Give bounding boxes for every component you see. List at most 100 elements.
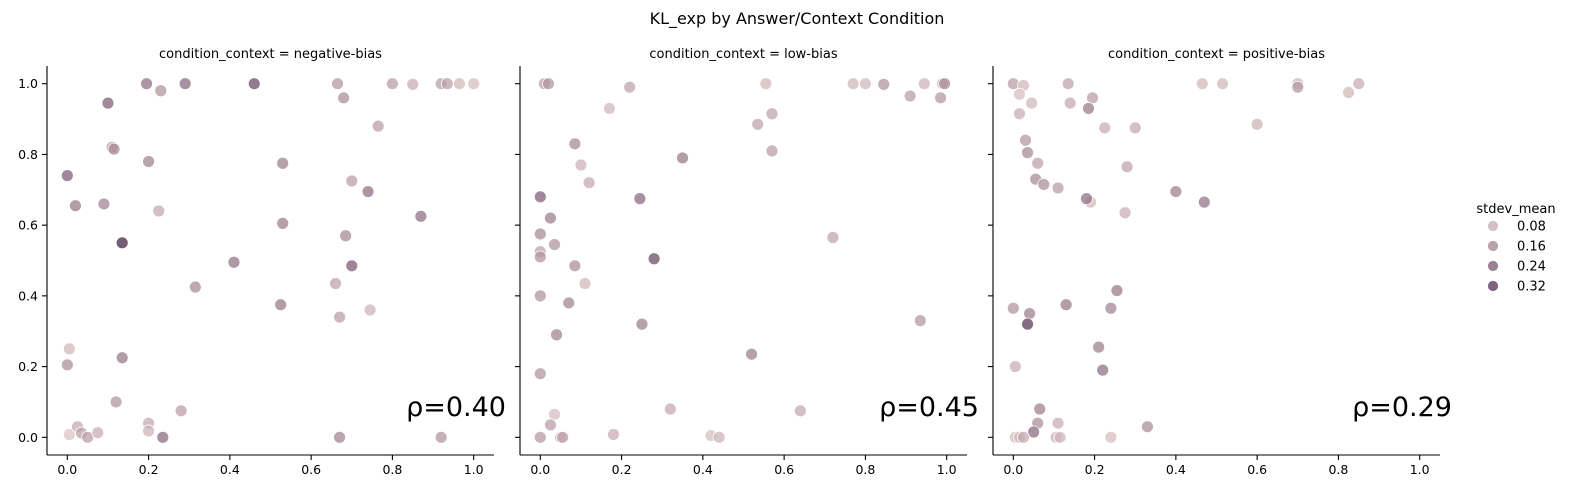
facet-title: condition_context = low-bias xyxy=(649,47,837,62)
data-point xyxy=(152,204,166,218)
y-tick-label: 0.6 xyxy=(18,218,38,233)
legend-title: stdev_mean xyxy=(1476,202,1555,217)
data-point xyxy=(188,280,202,294)
data-point xyxy=(1195,77,1209,91)
facet-title: condition_context = negative-bias xyxy=(159,47,382,62)
data-point xyxy=(1031,156,1045,170)
facet-panel-2: condition_context = low-bias 0.0 0.2 0.4 0.6… xyxy=(515,47,979,477)
data-point xyxy=(917,77,931,91)
data-point xyxy=(548,407,561,421)
data-point xyxy=(759,77,773,91)
data-point xyxy=(339,229,353,243)
data-point xyxy=(1110,284,1124,297)
x-tick-label: 0.0 xyxy=(57,462,77,477)
data-point xyxy=(556,430,570,444)
data-point xyxy=(434,430,448,444)
data-point xyxy=(1120,160,1134,174)
data-point xyxy=(544,211,557,225)
data-point xyxy=(1061,77,1075,91)
x-tick-label: 0.8 xyxy=(382,462,402,477)
data-point xyxy=(60,358,74,372)
data-point xyxy=(1250,117,1264,131)
data-point xyxy=(1342,86,1355,99)
y-tick-label: 0.2 xyxy=(18,359,38,374)
data-point xyxy=(550,328,563,342)
data-point xyxy=(345,259,359,273)
data-point xyxy=(607,428,620,441)
data-point xyxy=(345,174,359,188)
legend-label: 0.32 xyxy=(1517,280,1546,295)
data-point xyxy=(533,430,547,444)
facet-title: condition_context = positive-bias xyxy=(1108,47,1325,62)
correlation-annotation: ρ=0.40 xyxy=(406,392,506,423)
data-point xyxy=(1059,298,1073,312)
data-point xyxy=(1082,102,1095,115)
data-point xyxy=(276,216,290,230)
data-point xyxy=(1104,430,1118,444)
x-tick-label: 0.0 xyxy=(1003,462,1023,477)
facet-panel-3: condition_context = positive-bias 0.0 0.2 0… xyxy=(988,47,1452,477)
data-point xyxy=(548,238,561,251)
data-point xyxy=(1008,360,1022,373)
x-tick-label: 1.0 xyxy=(464,462,484,477)
data-point xyxy=(371,119,385,133)
data-point xyxy=(1006,301,1020,315)
data-point xyxy=(276,156,290,170)
x-tick-label: 1.0 xyxy=(937,462,957,477)
data-point xyxy=(140,77,153,91)
data-point xyxy=(568,137,582,151)
correlation-annotation: ρ=0.29 xyxy=(1352,392,1452,423)
data-point xyxy=(1025,96,1039,110)
x-tick-label: 0.4 xyxy=(1166,462,1186,477)
data-point xyxy=(1021,317,1034,331)
data-point xyxy=(751,117,765,131)
x-tick-label: 0.4 xyxy=(220,462,240,477)
legend: stdev_mean 0.08 0.16 0.24 0.32 xyxy=(1476,202,1555,295)
data-point xyxy=(156,430,170,444)
data-point xyxy=(913,314,927,328)
data-point xyxy=(1051,416,1065,430)
data-point xyxy=(414,209,428,223)
y-tick-label: 0.0 xyxy=(18,430,38,445)
data-point xyxy=(1197,195,1211,209)
data-point xyxy=(227,255,241,269)
x-tick-label: 0.2 xyxy=(139,462,159,477)
data-point xyxy=(62,342,76,356)
data-point xyxy=(745,347,759,361)
data-point xyxy=(1063,96,1077,110)
data-point xyxy=(542,77,555,91)
x-tick-label: 0.2 xyxy=(612,462,632,477)
data-point xyxy=(337,91,351,105)
data-point xyxy=(1352,77,1366,91)
data-point xyxy=(877,77,891,91)
data-point xyxy=(1013,87,1026,101)
data-point xyxy=(1291,80,1305,94)
data-point xyxy=(533,367,547,381)
legend-label: 0.24 xyxy=(1517,260,1546,275)
x-tick-label: 0.6 xyxy=(301,462,321,477)
y-tick-label: 0.4 xyxy=(18,288,38,303)
x-tick-label: 1.0 xyxy=(1410,462,1430,477)
data-point xyxy=(115,351,129,365)
data-point xyxy=(826,231,840,244)
data-point xyxy=(1092,340,1106,354)
data-point xyxy=(1098,121,1112,135)
data-point xyxy=(1080,192,1093,206)
data-point xyxy=(647,252,661,266)
data-point xyxy=(765,144,779,158)
data-point xyxy=(1019,133,1032,147)
data-point xyxy=(1021,146,1034,160)
data-point xyxy=(938,77,952,91)
y-tick-label: 0.8 xyxy=(18,147,38,162)
data-point xyxy=(903,89,917,103)
x-tick-label: 0.6 xyxy=(774,462,794,477)
data-point xyxy=(154,84,168,98)
facet-panel-1: condition_context = negative-bias 0.0 0.2 0… xyxy=(18,47,506,477)
chart-title: KL_exp by Answer/Context Condition xyxy=(650,9,945,29)
data-point xyxy=(60,169,74,183)
data-point xyxy=(1118,206,1132,220)
data-point xyxy=(635,317,649,331)
data-point xyxy=(467,77,481,91)
data-point xyxy=(533,227,547,241)
data-point xyxy=(562,296,576,310)
